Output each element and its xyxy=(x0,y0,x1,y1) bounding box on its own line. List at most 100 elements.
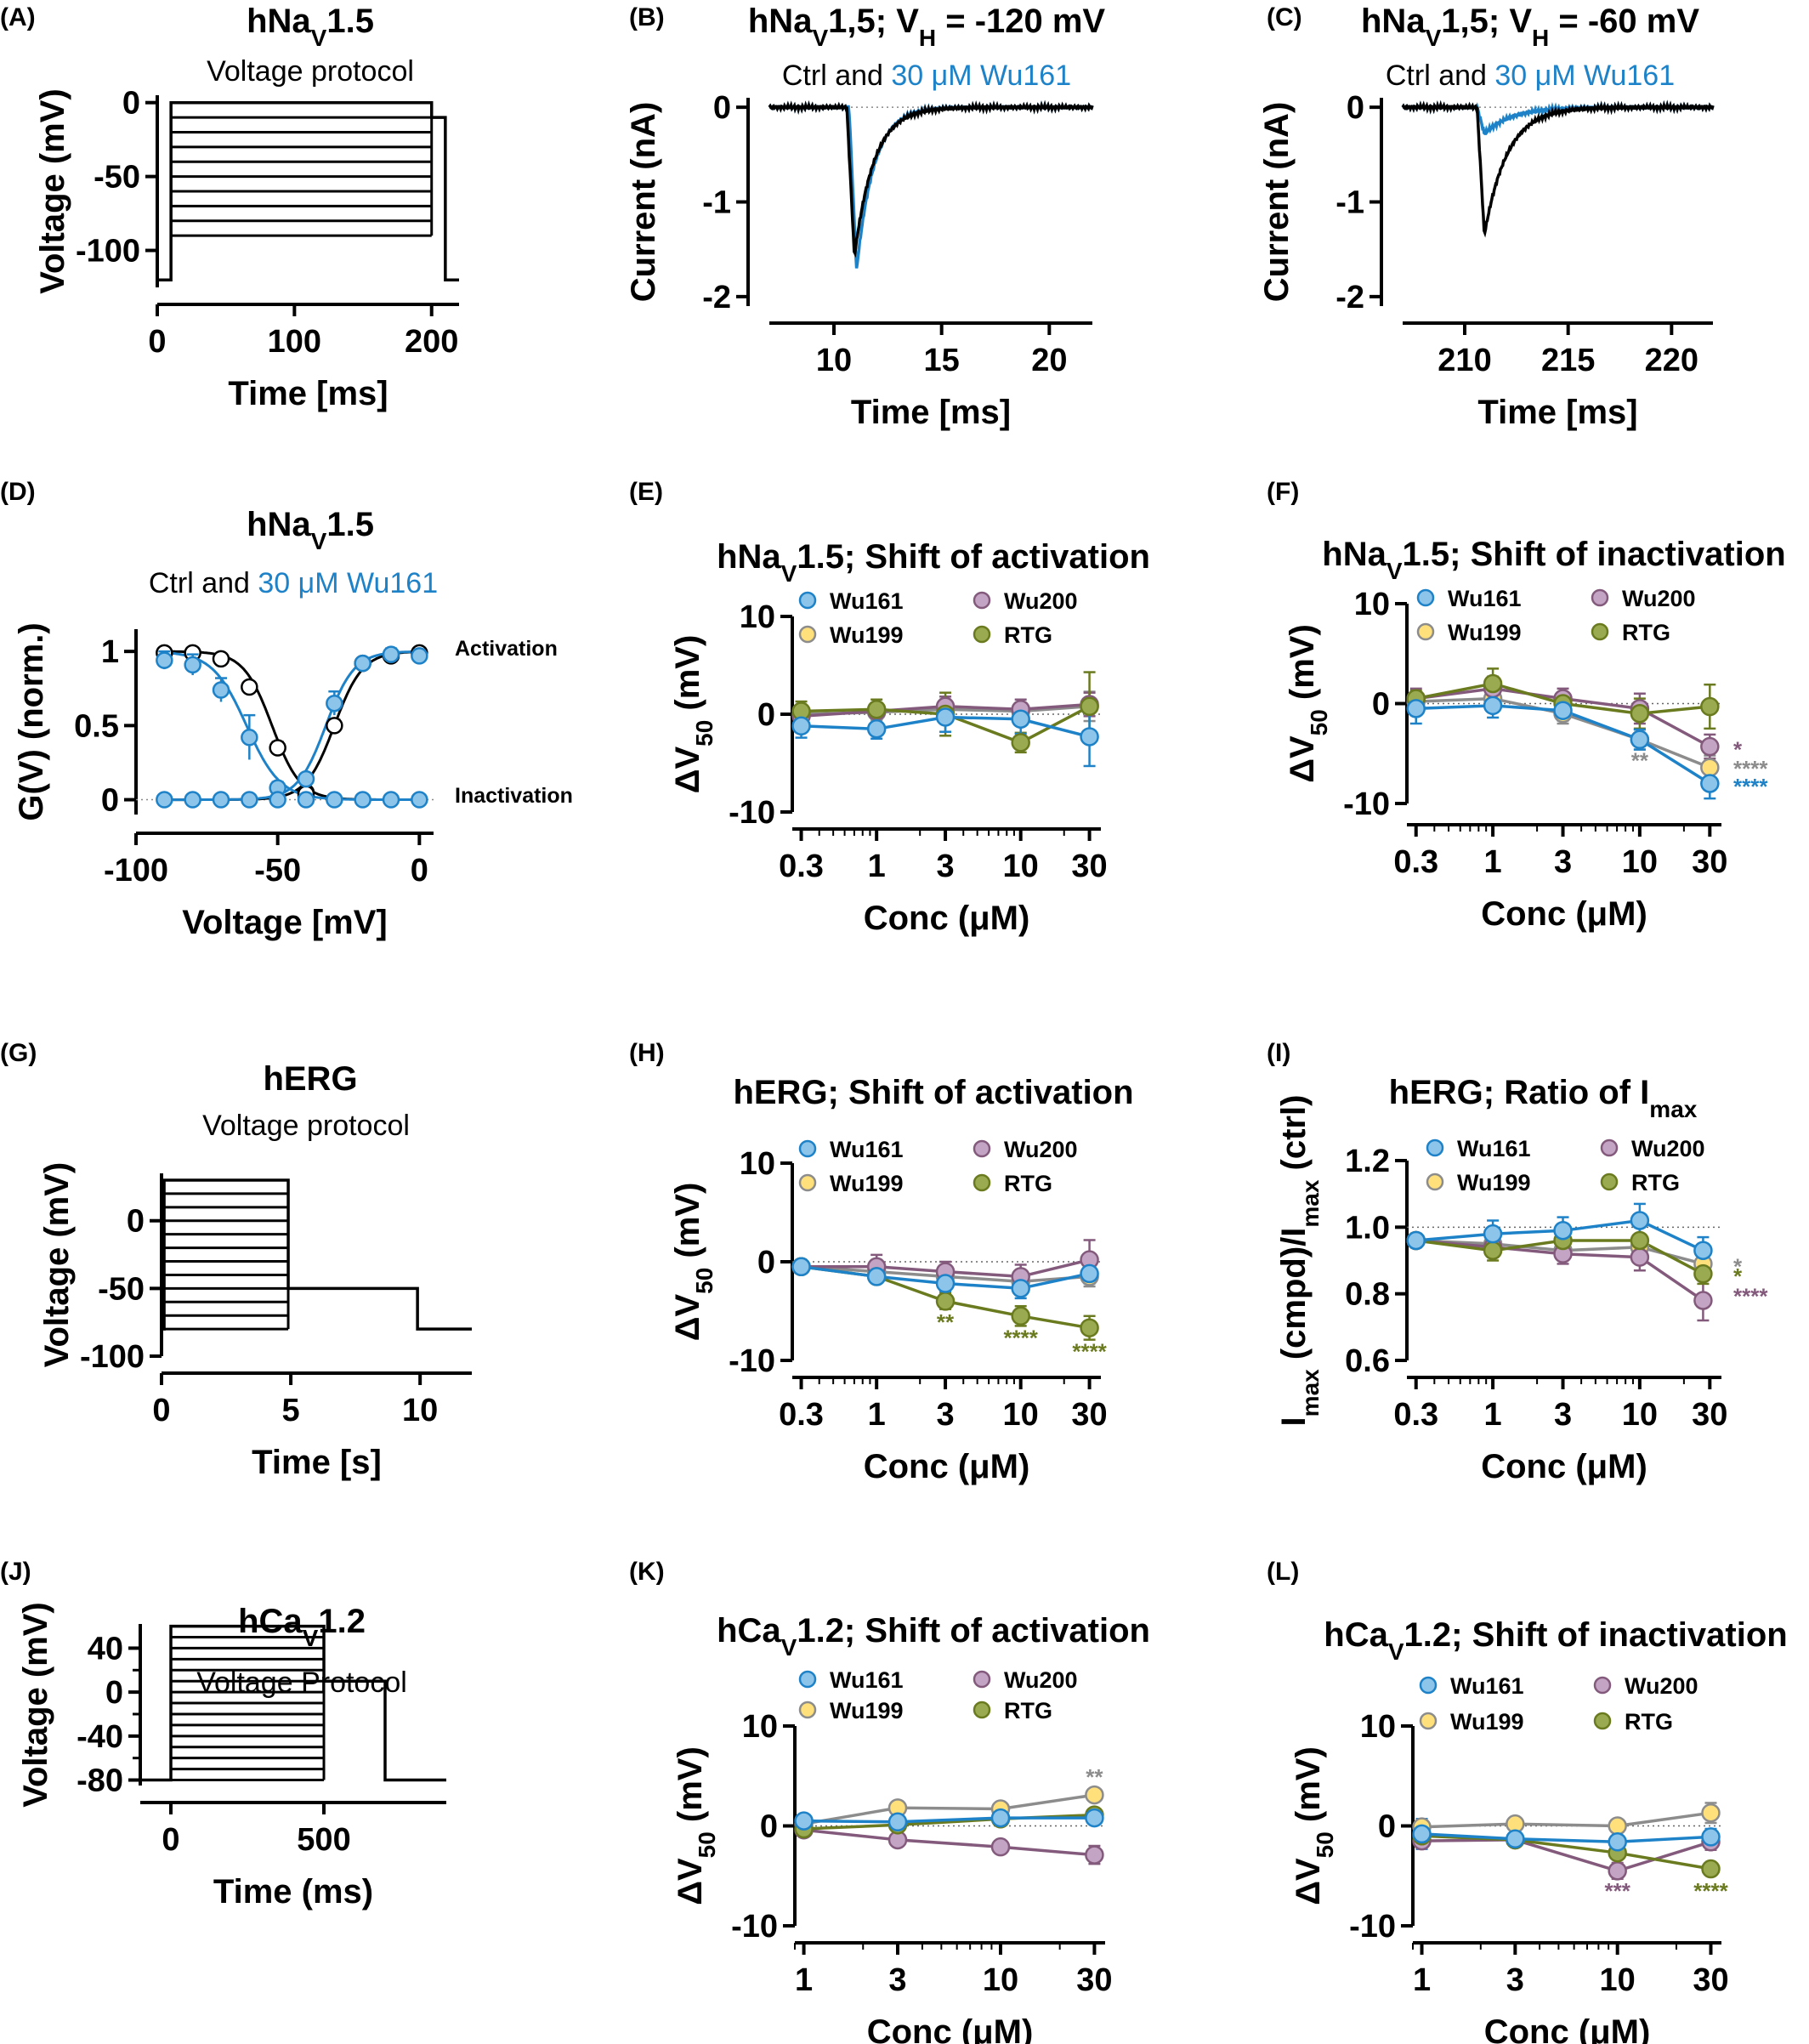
x-tick-label: 0.3 xyxy=(779,849,824,884)
legend-label: Wu199 xyxy=(830,1171,904,1196)
series-line-Wu199 xyxy=(803,1793,1095,1825)
data-point-RTG xyxy=(1693,1263,1713,1284)
data-point-Wu161 xyxy=(1406,699,1426,718)
x-tick-label: 3 xyxy=(1554,1397,1572,1433)
y-tick-label: 1.2 xyxy=(1345,1144,1390,1179)
significance-marker: ** xyxy=(1086,1764,1103,1790)
x-tick-label: 10 xyxy=(402,1393,438,1428)
legend-label: RTG xyxy=(1625,1709,1673,1735)
legend-marker-Wu200 xyxy=(1600,1138,1619,1157)
x-tick-label: 30 xyxy=(1076,1962,1112,1998)
x-tick-label: 30 xyxy=(1692,1397,1727,1433)
legend-marker-Wu161 xyxy=(1426,1138,1444,1157)
data-point-RTG xyxy=(1080,696,1099,717)
data-point xyxy=(212,681,230,699)
data-point-Wu161 xyxy=(1412,1824,1432,1844)
data-point-Wu161 xyxy=(887,1812,908,1832)
data-point xyxy=(156,651,173,669)
y-tick-label: -50 xyxy=(98,1271,145,1307)
legend-marker-RTG xyxy=(1600,1172,1619,1191)
y-tick-label: 0 xyxy=(1372,687,1390,723)
data-point-Wu161 xyxy=(1553,1221,1573,1241)
significance-marker: ** xyxy=(1631,748,1649,774)
y-axis-label: ΔV50 (mV) xyxy=(672,1746,720,1905)
x-tick-label: 0 xyxy=(162,1822,179,1858)
data-point-Wu200 xyxy=(1700,736,1720,757)
data-point-RTG xyxy=(866,700,887,719)
data-point xyxy=(354,791,371,809)
data-point xyxy=(297,791,315,809)
data-point-Wu161 xyxy=(1483,1224,1503,1244)
x-tick-label: 10 xyxy=(816,343,852,378)
y-tick-label: 0 xyxy=(757,1245,775,1280)
data-point-Wu200 xyxy=(1630,1247,1650,1267)
legend-marker-Wu200 xyxy=(973,591,991,610)
chart-subtitle: Ctrl and 30 μM Wu161 xyxy=(149,567,438,599)
data-point xyxy=(156,791,173,809)
chart-title: hCaV1.2 xyxy=(238,1603,366,1651)
data-point-Wu200 xyxy=(1693,1291,1713,1310)
chart-title: hCaV1.2; Shift of activation xyxy=(717,1612,1150,1661)
x-axis-label: Conc (μM) xyxy=(1481,1448,1647,1485)
significance-marker: * xyxy=(1733,1263,1743,1289)
series-line-Wu161 xyxy=(1421,1832,1711,1844)
data-point-Wu200 xyxy=(990,1837,1011,1857)
legend-label: Wu200 xyxy=(1004,588,1078,614)
data-point-Wu161 xyxy=(794,1811,814,1831)
data-point xyxy=(382,791,400,809)
legend-label: RTG xyxy=(1004,622,1052,648)
x-axis-label: Conc (μM) xyxy=(864,900,1030,937)
data-point xyxy=(241,791,258,809)
legend-marker-Wu200 xyxy=(973,1139,991,1158)
panel-C: (C) hNaV1,5; VH = -60 mV Ctrl and 30 μM Wu… xyxy=(1258,3,1715,431)
x-tick-label: 0 xyxy=(411,853,428,889)
data-point-Wu161 xyxy=(1553,701,1573,720)
legend-label: Wu161 xyxy=(830,588,904,614)
panel-H: (H) hERG; Shift of activation 10 0 -100.3 1 3 1… xyxy=(629,1039,1134,1485)
legend-label: Wu161 xyxy=(830,1667,904,1693)
y-axis-label: ΔV50 (mV) xyxy=(1284,624,1332,783)
y-tick-label: -10 xyxy=(1349,1909,1396,1945)
legend-label: RTG xyxy=(1622,620,1670,645)
panel-J: (J) hCaV1.2 Voltage Protocol 40 0 -40 -80 0 500 T… xyxy=(0,1558,446,1911)
y-tick-label: 10 xyxy=(1354,587,1390,622)
y-tick-label: 0 xyxy=(713,90,731,126)
significance-marker: ** xyxy=(937,1309,955,1335)
y-tick-label: 1.0 xyxy=(1345,1210,1390,1246)
data-point-Wu161 xyxy=(1080,727,1099,747)
y-axis-label: Voltage (mV) xyxy=(38,1162,76,1368)
significance-marker: **** xyxy=(1003,1325,1038,1350)
panel-K: (K) hCaV1.2; Shift of activation 10 0 -10 1 3 1… xyxy=(629,1558,1150,2044)
x-tick-label: 3 xyxy=(888,1962,906,1998)
y-axis-label: Voltage (mV) xyxy=(34,88,71,294)
current-trace-ctrl xyxy=(1401,99,1715,238)
data-point-Wu161 xyxy=(1693,1241,1713,1260)
current-trace-ctrl xyxy=(768,99,1094,258)
data-point-Wu161 xyxy=(1085,1808,1104,1828)
x-axis-label: Conc (μM) xyxy=(1481,895,1647,933)
panel-label: (A) xyxy=(0,3,36,31)
x-tick-label: 1 xyxy=(795,1962,813,1998)
significance-marker: *** xyxy=(1605,1878,1631,1904)
data-point-Wu161 xyxy=(1011,1279,1030,1298)
legend-marker-Wu200 xyxy=(1593,1676,1612,1695)
legend-label: RTG xyxy=(1004,1698,1052,1723)
x-tick-label: 3 xyxy=(936,1397,954,1433)
data-point-RTG xyxy=(1011,733,1030,752)
legend-marker-Wu199 xyxy=(1419,1712,1438,1730)
data-point-Wu200 xyxy=(1608,1861,1627,1881)
data-point xyxy=(297,769,315,788)
legend-label: Wu199 xyxy=(1457,1170,1531,1195)
x-tick-label: 0.3 xyxy=(1393,844,1438,880)
y-axis-label: Imax (cmpd)/Imax (ctrl) xyxy=(1275,1095,1324,1427)
chart-title: hNaV1,5; VH = -120 mV xyxy=(748,3,1106,51)
y-tick-label: 10 xyxy=(742,1709,778,1745)
data-point xyxy=(326,694,343,713)
panel-label: (G) xyxy=(0,1039,37,1067)
fit-drug-activation xyxy=(164,650,420,802)
legend-label: RTG xyxy=(1631,1170,1680,1195)
legend-marker-RTG xyxy=(1591,622,1609,641)
data-point xyxy=(411,791,428,809)
x-tick-label: 3 xyxy=(936,849,954,884)
